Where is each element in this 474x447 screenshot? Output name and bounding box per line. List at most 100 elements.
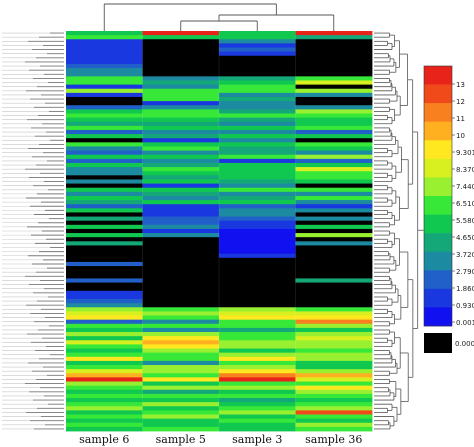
- heatmap-cell: [142, 55, 220, 61]
- heatmap-cell: [66, 327, 143, 333]
- heatmap-cell: [142, 216, 220, 222]
- heatmap-cell: [66, 138, 143, 143]
- heatmap-cell: [142, 117, 220, 123]
- heatmap-cell: [142, 278, 220, 283]
- heatmap-cell: [219, 129, 296, 135]
- heatmap-cell: [142, 352, 220, 358]
- heatmap-cell: [66, 208, 143, 213]
- heatmap-cell: [295, 125, 373, 131]
- heatmap-cell: [295, 381, 373, 387]
- heatmap-cell: [142, 270, 220, 275]
- colorbar-bin: [424, 103, 452, 123]
- heatmap-cell: [295, 344, 373, 349]
- heatmap-cell: [142, 253, 220, 259]
- heatmap-cell: [142, 348, 220, 354]
- colorbar-tick-label: 1.860: [456, 285, 474, 293]
- heatmap-cell: [66, 332, 143, 337]
- heatmap-cell: [219, 323, 296, 329]
- heatmap-cell: [295, 356, 373, 362]
- heatmap-cell: [219, 191, 296, 197]
- heatmap-cell: [142, 125, 220, 131]
- heatmap-cell: [142, 183, 220, 189]
- heatmap-cell: [66, 150, 143, 156]
- heatmap-cell: [142, 220, 220, 226]
- heatmap-cell: [66, 68, 143, 73]
- heatmap-cell: [219, 179, 296, 184]
- colorbar-bin: [424, 158, 452, 178]
- heatmap-cell: [219, 167, 296, 172]
- heatmap-cell: [295, 31, 373, 36]
- heatmap-cell: [295, 398, 373, 403]
- heatmap-cell: [219, 307, 296, 312]
- heatmap-cell: [295, 187, 373, 193]
- heatmap-cell: [142, 336, 220, 341]
- row-label-area: [2, 32, 64, 430]
- heatmap-cell: [66, 216, 143, 222]
- heatmap-cell: [66, 224, 143, 230]
- heatmap-cell: [142, 241, 220, 246]
- heatmap-cell: [295, 150, 373, 156]
- heatmap-cell: [66, 344, 143, 349]
- heatmap-cell: [295, 146, 373, 151]
- heatmap-cell: [142, 92, 220, 98]
- colorbar-bin: [424, 233, 452, 253]
- heatmap-cell: [295, 385, 373, 391]
- heatmap-cell: [142, 410, 220, 415]
- heatmap-cell: [295, 113, 373, 118]
- heatmap-cell: [219, 92, 296, 98]
- heatmap-cell: [295, 377, 373, 382]
- heatmap-cell: [66, 377, 143, 382]
- heatmap-cell: [142, 121, 220, 127]
- heatmap-cell: [142, 249, 220, 255]
- heatmap-cell: [66, 319, 143, 325]
- heatmap-cell: [219, 204, 296, 209]
- heatmap-cell: [295, 311, 373, 316]
- heatmap-cell: [295, 233, 373, 238]
- colorbar-bin: [424, 140, 452, 160]
- heatmap-cell: [142, 96, 220, 102]
- heatmap-cell: [142, 327, 220, 333]
- heatmap-cell: [295, 121, 373, 127]
- heatmap-cell: [219, 294, 296, 300]
- heatmap-cell: [142, 134, 220, 139]
- heatmap-cell: [295, 303, 373, 308]
- heatmap-cell: [295, 307, 373, 312]
- heatmap-cell: [142, 319, 220, 325]
- heatmap-cell: [219, 336, 296, 341]
- heatmap-cell: [219, 43, 296, 48]
- heatmap-cell: [142, 113, 220, 118]
- heatmap-cell: [219, 117, 296, 123]
- heatmap-cell: [219, 245, 296, 250]
- heatmap-cell: [66, 311, 143, 316]
- heatmap-cell: [66, 381, 143, 387]
- heatmap-cell: [219, 352, 296, 358]
- heatmap-cell: [142, 373, 220, 378]
- heatmap-cell: [219, 171, 296, 176]
- heatmap-cell: [295, 129, 373, 135]
- heatmap-cell: [219, 360, 296, 366]
- heatmap-cell: [142, 72, 220, 77]
- colorbar-tick-label: 2.790: [456, 268, 474, 276]
- heatmap-cell: [142, 245, 220, 250]
- heatmap-cell: [295, 96, 373, 102]
- heatmap-cell: [219, 59, 296, 65]
- heatmap-cell: [142, 101, 220, 106]
- heatmap-cell: [219, 311, 296, 316]
- heatmap-cell: [142, 175, 220, 180]
- heatmap-cell: [66, 212, 143, 217]
- heatmap-cell: [142, 398, 220, 403]
- heatmap-cell: [66, 414, 143, 420]
- heatmap-cell: [142, 142, 220, 147]
- heatmap-cell: [142, 154, 220, 160]
- heatmap-cell: [66, 80, 143, 85]
- colorbar-tick-label: 13: [456, 81, 465, 89]
- heatmap-cell: [295, 360, 373, 366]
- heatmap-cell: [142, 150, 220, 156]
- heatmap-cell: [142, 51, 220, 57]
- heatmap-cell: [142, 191, 220, 197]
- heatmap-cell: [295, 212, 373, 217]
- heatmap-cell: [66, 398, 143, 403]
- heatmap-cell: [142, 340, 220, 345]
- heatmap-cell: [66, 142, 143, 147]
- heatmap-cell: [142, 179, 220, 184]
